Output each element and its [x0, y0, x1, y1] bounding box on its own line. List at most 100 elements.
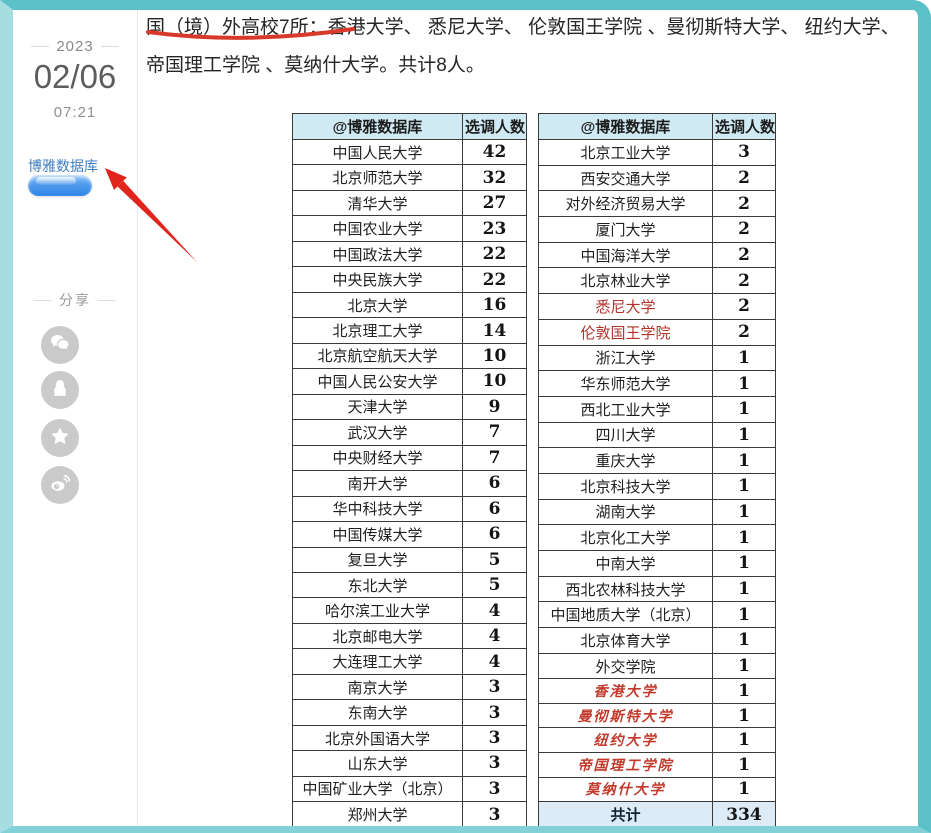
article-title: 国（境）外高校7所：香港大学、 悉尼大学、 伦敦国王学院 、曼彻斯特大学、 纽约…	[146, 9, 916, 85]
university-name-cell: 北京林业大学	[538, 267, 713, 295]
table-row: 中国人民大学 42	[292, 138, 527, 166]
count-cell: 1	[712, 776, 776, 803]
university-name-cell: 湖南大学	[538, 498, 713, 526]
wechat-icon	[48, 331, 72, 360]
university-name-cell: 重庆大学	[538, 447, 713, 474]
university-name-cell: 莫纳什大学	[538, 776, 713, 803]
total-label-cell: 共计	[538, 801, 713, 828]
university-name-cell: 西安交通大学	[538, 164, 713, 192]
source-column-header: @博雅数据库	[292, 113, 463, 140]
count-cell: 1	[712, 550, 776, 577]
table-row: 帝国理工学院 1	[538, 751, 776, 778]
qq-icon	[48, 376, 72, 405]
university-name-cell: 香港大学	[538, 678, 713, 704]
table-row: 曼彻斯特大学 1	[538, 702, 776, 729]
table-row: 北京师范大学 32	[292, 164, 527, 191]
count-cell: 2	[712, 216, 776, 243]
university-name-cell: 中央民族大学	[292, 266, 463, 293]
count-cell: 4	[462, 597, 527, 624]
table-row: 北京邮电大学 4	[292, 622, 527, 650]
table-row: 香港大学 1	[538, 678, 776, 704]
count-cell: 1	[712, 575, 776, 603]
table-row: 重庆大学 1	[538, 447, 776, 474]
count-cell: 22	[462, 266, 527, 293]
university-name-cell: 外交学院	[538, 652, 713, 680]
count-cell: 3	[462, 724, 527, 752]
university-name-cell: 北京邮电大学	[292, 622, 463, 650]
blog-author-link[interactable]: 博雅数据库	[28, 158, 98, 174]
table-row: 北京大学 16	[292, 291, 527, 319]
table-row: 东北大学 5	[292, 571, 527, 599]
table-row: 中央财经大学 7	[292, 444, 527, 472]
university-name-cell: 西北工业大学	[538, 395, 713, 423]
university-name-cell: 北京外国语大学	[292, 724, 463, 752]
university-name-cell: 复旦大学	[292, 546, 463, 573]
source-column-header: @博雅数据库	[538, 113, 713, 140]
table-row: 西北农林科技大学 1	[538, 575, 776, 603]
follow-toggle[interactable]	[28, 175, 92, 196]
university-name-cell: 北京化工大学	[538, 524, 713, 551]
count-cell: 10	[462, 368, 527, 395]
table-row: 西安交通大学 2	[538, 164, 776, 192]
count-cell: 2	[712, 164, 776, 192]
university-name-cell: 武汉大学	[292, 419, 463, 446]
university-name-cell: 中国矿业大学（北京）	[292, 775, 463, 803]
count-cell: 5	[462, 571, 527, 599]
table-row: 复旦大学 5	[292, 546, 527, 573]
university-name-cell: 中国农业大学	[292, 215, 463, 242]
university-name-cell: 南开大学	[292, 470, 463, 497]
ranking-table-left: @博雅数据库 选调人数 中国人民大学 42 北京师范大学 32 清华大学 27 中国农业大学…	[292, 113, 527, 828]
table-row: 中国海洋大学 2	[538, 241, 776, 269]
table-row: 中国矿业大学（北京） 3	[292, 775, 527, 803]
count-cell: 7	[462, 444, 527, 472]
table-row: 中南大学 1	[538, 550, 776, 577]
count-cell: 2	[712, 293, 776, 320]
table-row: 东南大学 3	[292, 699, 527, 726]
count-cell: 22	[462, 240, 527, 268]
count-cell: 1	[712, 498, 776, 526]
table-row: 北京理工大学 14	[292, 317, 527, 344]
table-row: 清华大学 27	[292, 189, 527, 217]
university-name-cell: 清华大学	[292, 189, 463, 217]
count-column-header: 选调人数	[712, 113, 776, 140]
count-cell: 32	[462, 164, 527, 191]
table-row: 华中科技大学 6	[292, 495, 527, 523]
count-cell: 10	[462, 342, 527, 370]
university-name-cell: 华中科技大学	[292, 495, 463, 523]
count-cell: 42	[462, 138, 527, 166]
count-cell: 6	[462, 495, 527, 523]
university-name-cell: 北京航空航天大学	[292, 342, 463, 370]
table-row: 四川大学 1	[538, 421, 776, 449]
share-qzone-button[interactable]	[41, 419, 79, 457]
share-qq-button[interactable]	[41, 371, 79, 409]
count-cell: 1	[712, 601, 776, 629]
count-cell: 16	[462, 291, 527, 319]
count-cell: 1	[712, 472, 776, 500]
table-row: 北京科技大学 1	[538, 472, 776, 500]
count-cell: 2	[712, 318, 776, 346]
university-name-cell: 中央财经大学	[292, 444, 463, 472]
sidebar: 2023 02/06 07:21 博雅数据库 分享	[13, 10, 137, 826]
title-line-1: 国（境）外高校7所：香港大学、 悉尼大学、 伦敦国王学院 、曼彻斯特大学、 纽约…	[146, 17, 900, 38]
count-cell: 5	[462, 546, 527, 573]
university-name-cell: 悉尼大学	[538, 293, 713, 320]
table-row: 北京外国语大学 3	[292, 724, 527, 752]
university-name-cell: 东北大学	[292, 571, 463, 599]
table-row: 对外经济贸易大学 2	[538, 190, 776, 218]
qzone-star-icon	[48, 424, 72, 453]
university-name-cell: 南京大学	[292, 673, 463, 701]
count-cell: 1	[712, 370, 776, 397]
university-name-cell: 西北农林科技大学	[538, 575, 713, 603]
count-cell: 6	[462, 470, 527, 497]
post-time: 07:21	[53, 104, 97, 121]
table-row: 武汉大学 7	[292, 419, 527, 446]
table-row: 中国传媒大学 6	[292, 521, 527, 548]
university-name-cell: 北京理工大学	[292, 317, 463, 344]
dash-line	[31, 46, 50, 47]
count-cell: 14	[462, 317, 527, 344]
count-cell: 3	[462, 750, 527, 777]
share-wechat-button[interactable]	[41, 326, 79, 364]
share-weibo-button[interactable]	[41, 466, 79, 504]
table-row: 山东大学 3	[292, 750, 527, 777]
count-cell: 2	[712, 241, 776, 269]
